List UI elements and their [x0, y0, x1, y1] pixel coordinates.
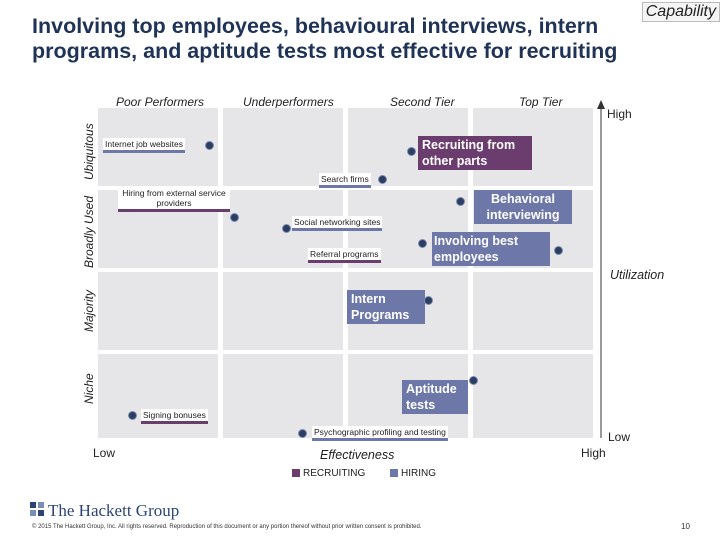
column-header-top-tier: Top Tier: [519, 95, 563, 109]
item-label-referral-programs: Referral programs: [308, 248, 381, 263]
legend-swatch-recruiting: [292, 469, 300, 478]
utilization-axis-label: Utilization: [610, 268, 665, 282]
effectiveness-low-label: Low: [93, 446, 116, 460]
column-header-underperformers: Underperformers: [243, 95, 334, 109]
legend-swatch-hiring: [390, 469, 399, 478]
legend: RECRUITING HIRING: [292, 468, 436, 479]
column-header-poor-performers: Poor Performers: [116, 95, 205, 109]
item-marker-referral-programs: [418, 239, 427, 248]
column-header-second-tier: Second Tier: [390, 95, 455, 109]
item-marker-intern-programs: [424, 296, 433, 305]
item-label-aptitude-tests: Aptitude tests: [402, 380, 468, 414]
item-label-social-networking: Social networking sites: [292, 216, 383, 231]
grid-cell: [223, 354, 343, 438]
row-header-majority: Majority: [82, 289, 96, 332]
item-label-behavioral-interviewing: Behavioral interviewing: [474, 190, 572, 224]
copyright-notice: © 2015 The Hackett Group, Inc. All right…: [32, 524, 422, 530]
effectiveness-axis-label: Effectiveness: [320, 448, 395, 462]
item-marker-behavioral-interviewing: [456, 197, 465, 206]
grid-cell: [473, 354, 593, 438]
item-marker-internet-job-websites: [205, 141, 214, 150]
item-marker-signing-bonuses: [128, 411, 137, 420]
item-label-internet-job-websites: Internet job websites: [103, 138, 185, 153]
item-label-signing-bonuses: Signing bonuses: [141, 409, 208, 424]
item-marker-aptitude-tests: [469, 376, 478, 385]
item-marker-hiring-external: [230, 213, 239, 222]
item-marker-recruiting-other-parts: [407, 147, 416, 156]
legend-label-recruiting: RECRUITING: [303, 468, 366, 479]
item-marker-psychographic: [298, 429, 307, 438]
capability-tag: Capability: [641, 2, 720, 22]
item-marker-search-firms: [378, 175, 387, 184]
utilization-high-label: High: [607, 107, 632, 121]
item-marker-social-networking: [282, 224, 291, 233]
row-header-niche: Niche: [82, 373, 96, 404]
row-header-ubiquitous: Ubiquitous: [82, 123, 96, 180]
company-logo-text: The Hackett Group: [48, 501, 180, 520]
grid-cell: [473, 272, 593, 350]
effectiveness-high-label: High: [581, 446, 606, 460]
grid-cell: [98, 354, 218, 438]
item-label-hiring-external: Hiring from external service providers: [118, 187, 230, 212]
item-label-involving-best: Involving best employees: [432, 232, 550, 266]
grid-cell: [98, 272, 218, 350]
legend-label-hiring: HIRING: [401, 468, 437, 479]
grid-cell: [223, 272, 343, 350]
utilization-arrow: [597, 100, 605, 438]
item-label-intern-programs: Intern Programs: [347, 290, 425, 324]
hackett-logo-icon: [30, 502, 44, 516]
page-title: Involving top employees, behavioural int…: [32, 14, 618, 63]
row-header-broadly-used: Broadly Used: [82, 195, 96, 268]
item-marker-involving-best: [554, 246, 563, 255]
page-number: 10: [681, 522, 690, 531]
utilization-low-label: Low: [608, 430, 631, 444]
item-label-recruiting-other-parts: Recruiting from other parts: [418, 136, 532, 170]
item-label-psychographic: Psychographic profiling and testing: [312, 426, 448, 441]
item-label-search-firms: Search firms: [319, 173, 371, 188]
